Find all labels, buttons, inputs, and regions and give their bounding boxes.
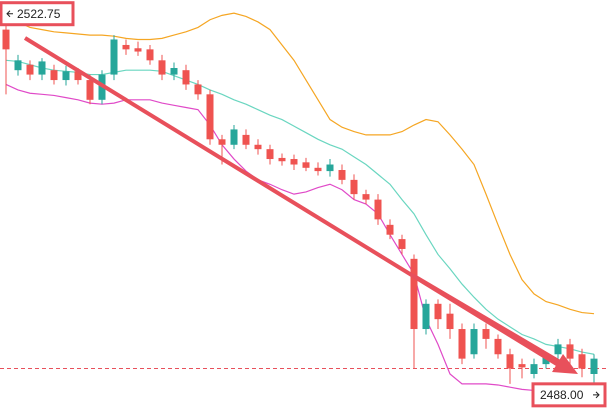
candle-body [494, 338, 502, 355]
candle-body [86, 80, 94, 100]
candle-body [254, 144, 262, 150]
band-line [5, 59, 595, 355]
label-arrow [6, 10, 13, 18]
candle-body [278, 157, 286, 162]
candle-body [314, 167, 322, 172]
candle-body [290, 159, 298, 165]
arrow-head [552, 354, 578, 374]
candle-body [362, 194, 370, 200]
candle-body [230, 129, 238, 145]
candle-body [194, 84, 202, 95]
candle-body [326, 164, 334, 172]
candle-body [302, 162, 310, 168]
price-label-box [0, 1, 75, 27]
price-label: 2522.75 [17, 7, 61, 21]
candle-body [506, 354, 514, 369]
candle-body [26, 64, 34, 75]
candle-body [422, 303, 430, 330]
band-line [5, 83, 595, 396]
candle-body [2, 29, 10, 50]
band-line [5, 12, 595, 315]
candle-body [398, 239, 406, 249]
candle-body [38, 61, 46, 75]
candle-body [134, 48, 142, 52]
candle-body [590, 358, 598, 374]
candle-body [434, 303, 442, 320]
candle-body [566, 344, 574, 359]
candle-body [146, 49, 154, 61]
candle-body [62, 71, 70, 81]
candle-body [410, 258, 418, 330]
trend-arrow [412, 274, 562, 364]
price-label-box [531, 382, 607, 408]
candle-body [386, 224, 394, 235]
candle-body [446, 313, 454, 330]
candle-body [482, 329, 490, 339]
trend-arrows [23, 36, 578, 374]
candle-body [554, 344, 562, 355]
candle-body [518, 364, 526, 368]
candle-body [206, 94, 214, 140]
candle-body [578, 354, 586, 369]
candle-body [122, 44, 130, 50]
candle-body [242, 134, 250, 145]
candle-body [50, 70, 58, 81]
candle-body [530, 364, 538, 374]
candle-body [218, 139, 226, 145]
candle-body [458, 329, 466, 359]
candle-body [14, 60, 22, 71]
candle-body [470, 329, 478, 355]
candle-body [350, 179, 358, 195]
candle-body [266, 149, 274, 160]
candle-body [110, 39, 118, 75]
candle-body [170, 68, 178, 75]
candle-body [158, 60, 166, 75]
candle-body [182, 70, 190, 85]
label-arrow [593, 391, 600, 399]
price-label: 2488.00 [540, 388, 584, 402]
candle-body [74, 71, 82, 81]
candle-body [338, 170, 346, 180]
candle-body [374, 199, 382, 220]
